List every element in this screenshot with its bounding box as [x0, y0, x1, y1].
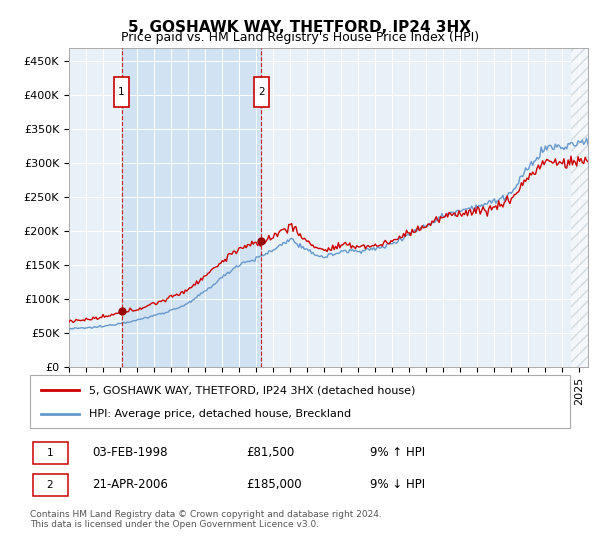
- Text: 2: 2: [258, 87, 265, 97]
- FancyBboxPatch shape: [30, 375, 570, 428]
- Text: 2: 2: [47, 480, 53, 490]
- Text: 9% ↓ HPI: 9% ↓ HPI: [370, 478, 425, 492]
- Text: HPI: Average price, detached house, Breckland: HPI: Average price, detached house, Brec…: [89, 408, 352, 418]
- FancyBboxPatch shape: [33, 474, 68, 496]
- Text: 1: 1: [118, 87, 125, 97]
- Text: 21-APR-2006: 21-APR-2006: [92, 478, 168, 492]
- Bar: [122, 48, 262, 367]
- FancyBboxPatch shape: [114, 77, 129, 107]
- Bar: [571, 48, 588, 367]
- Text: 03-FEB-1998: 03-FEB-1998: [92, 446, 167, 459]
- Text: £185,000: £185,000: [246, 478, 302, 492]
- Text: 9% ↑ HPI: 9% ↑ HPI: [370, 446, 425, 459]
- FancyBboxPatch shape: [33, 442, 68, 464]
- Text: Contains HM Land Registry data © Crown copyright and database right 2024.
This d: Contains HM Land Registry data © Crown c…: [30, 510, 382, 529]
- Text: 1: 1: [47, 448, 53, 458]
- FancyBboxPatch shape: [254, 77, 269, 107]
- Text: Price paid vs. HM Land Registry's House Price Index (HPI): Price paid vs. HM Land Registry's House …: [121, 31, 479, 44]
- Text: 5, GOSHAWK WAY, THETFORD, IP24 3HX: 5, GOSHAWK WAY, THETFORD, IP24 3HX: [128, 20, 472, 35]
- Text: £81,500: £81,500: [246, 446, 294, 459]
- Text: 5, GOSHAWK WAY, THETFORD, IP24 3HX (detached house): 5, GOSHAWK WAY, THETFORD, IP24 3HX (deta…: [89, 385, 416, 395]
